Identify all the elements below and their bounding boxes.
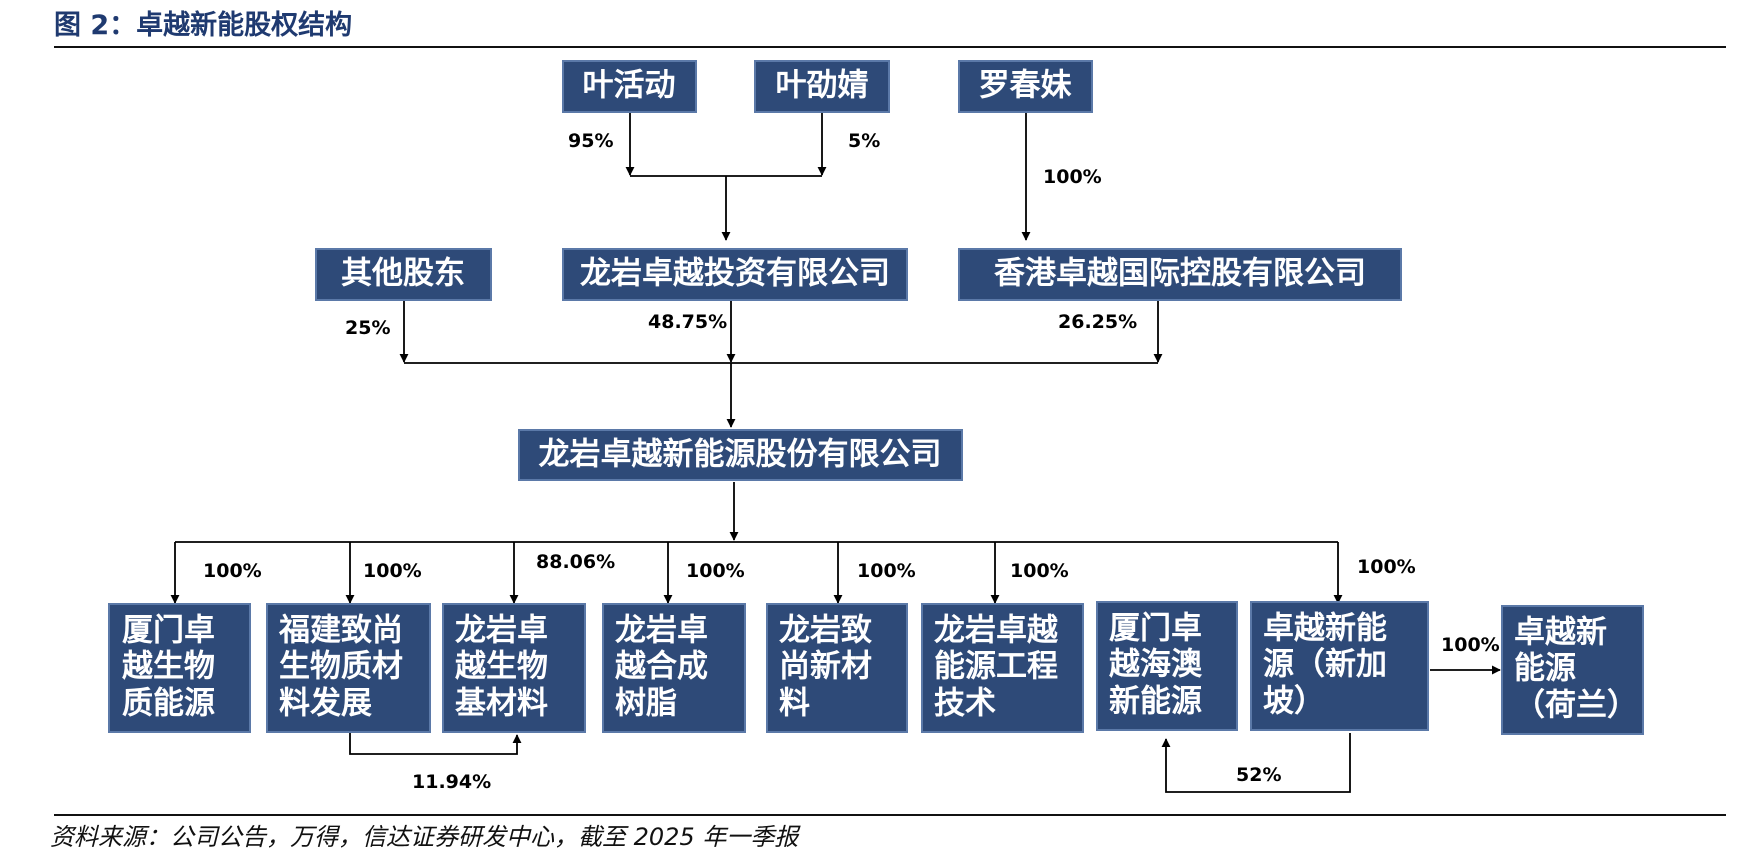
pct-ye-huodong: 95%: [568, 130, 613, 152]
node-xiamen-bio-line-1: 厦门卓: [122, 613, 215, 649]
node-xiamen-haiao-line-3: 新能源: [1109, 684, 1202, 720]
pct-resin: 100%: [686, 560, 745, 582]
node-main-company: 龙岩卓越新能源股份有限公司: [518, 429, 963, 481]
pct-hk: 26.25%: [1058, 311, 1137, 333]
pct-singapore: 100%: [1357, 556, 1416, 578]
figure-title: 图 2：卓越新能股权结构: [54, 10, 353, 41]
node-longyan-investment-label: 龙岩卓越投资有限公司: [580, 256, 890, 292]
pct-zhishang: 100%: [857, 560, 916, 582]
node-other-holders: 其他股东: [315, 248, 492, 301]
connector-singapore-to-haiao: [1161, 733, 1351, 793]
node-singapore-line-3: 坡）: [1263, 684, 1325, 720]
node-ye-huodong: 叶活动: [562, 60, 697, 113]
connector-fujian-to-bio: [349, 733, 522, 755]
pct-fujian-to-bio: 11.94%: [412, 771, 491, 793]
node-singapore: 卓越新能 源（新加 坡）: [1250, 601, 1429, 731]
node-longyan-resin-line-2: 越合成: [615, 649, 708, 685]
node-longyan-resin: 龙岩卓 越合成 树脂: [602, 603, 746, 733]
node-xiamen-haiao-line-2: 越海澳: [1109, 647, 1203, 683]
node-singapore-line-2: 源（新加: [1263, 647, 1387, 683]
node-longyan-bio-material-line-2: 越生物: [455, 649, 548, 685]
node-longyan-zhishang-line-3: 料: [779, 686, 810, 722]
node-luo-chunmei: 罗春妹: [958, 60, 1093, 113]
top-rule: [54, 46, 1726, 48]
node-longyan-resin-line-3: 树脂: [615, 686, 677, 722]
node-ye-shaojing-label: 叶劭婧: [776, 68, 869, 104]
node-xiamen-bio-line-3: 质能源: [122, 686, 215, 722]
source-note: 资料来源：公司公告，万得，信达证券研发中心，截至 2025 年一季报: [50, 823, 799, 851]
node-xiamen-bio: 厦门卓 越生物 质能源: [108, 603, 251, 733]
node-netherlands: 卓越新 能源 （荷兰）: [1501, 605, 1644, 735]
node-longyan-bio-material-line-3: 基材料: [455, 686, 548, 722]
node-hk-holdings: 香港卓越国际控股有限公司: [958, 248, 1402, 301]
node-netherlands-line-2: 能源: [1514, 651, 1576, 687]
node-other-holders-label: 其他股东: [341, 256, 465, 292]
node-longyan-engineering: 龙岩卓越 能源工程 技术: [921, 603, 1084, 733]
node-fujian-zhishang: 福建致尚 生物质材 料发展: [266, 603, 431, 733]
pct-fujian: 100%: [363, 560, 422, 582]
pct-other: 25%: [345, 317, 390, 339]
node-hk-holdings-label: 香港卓越国际控股有限公司: [994, 256, 1366, 292]
node-longyan-engineering-line-2: 能源工程: [934, 649, 1058, 685]
pct-investment: 48.75%: [648, 311, 727, 333]
node-fujian-zhishang-line-3: 料发展: [279, 686, 372, 722]
percentage-labels: 95% 5% 100% 25% 48.75% 26.25% 100% 100% …: [203, 130, 1500, 793]
bottom-rule: [54, 814, 1726, 816]
node-xiamen-haiao-line-1: 厦门卓: [1109, 611, 1202, 647]
node-netherlands-line-1: 卓越新: [1514, 615, 1607, 651]
node-longyan-bio-material-line-1: 龙岩卓: [455, 613, 548, 649]
node-xiamen-haiao: 厦门卓 越海澳 新能源: [1096, 601, 1238, 731]
pct-longyan-bio: 88.06%: [536, 551, 615, 573]
node-netherlands-line-3: （荷兰）: [1514, 688, 1638, 724]
node-longyan-resin-line-1: 龙岩卓: [615, 613, 708, 649]
node-fujian-zhishang-line-2: 生物质材: [279, 649, 403, 685]
node-singapore-line-1: 卓越新能: [1263, 611, 1387, 647]
node-longyan-zhishang: 龙岩致 尚新材 料: [766, 603, 908, 733]
node-longyan-zhishang-line-2: 尚新材: [779, 649, 872, 685]
node-main-company-label: 龙岩卓越新能源股份有限公司: [539, 437, 942, 473]
pct-luo: 100%: [1043, 166, 1102, 188]
node-ye-huodong-label: 叶活动: [583, 68, 676, 104]
node-longyan-bio-material: 龙岩卓 越生物 基材料: [442, 603, 586, 733]
node-longyan-engineering-line-1: 龙岩卓越: [934, 613, 1059, 649]
node-ye-shaojing: 叶劭婧: [754, 60, 890, 113]
node-longyan-investment: 龙岩卓越投资有限公司: [562, 248, 908, 301]
pct-netherlands: 100%: [1441, 634, 1500, 656]
pct-engineering: 100%: [1010, 560, 1069, 582]
node-longyan-engineering-line-3: 技术: [934, 686, 996, 722]
pct-ye-shaojing: 5%: [848, 130, 880, 152]
connectors: [170, 113, 1501, 793]
node-fujian-zhishang-line-1: 福建致尚: [278, 613, 403, 649]
node-xiamen-bio-line-2: 越生物: [122, 649, 215, 685]
node-luo-chunmei-label: 罗春妹: [979, 68, 1072, 104]
node-longyan-zhishang-line-1: 龙岩致: [779, 613, 872, 649]
pct-xiamen-bio: 100%: [203, 560, 262, 582]
nodes: 叶活动 叶劭婧 罗春妹 其他股东 龙岩卓越投资有限公司 香港卓越国际控股有限公司…: [108, 60, 1644, 735]
pct-singapore-to-haiao: 52%: [1236, 764, 1281, 786]
